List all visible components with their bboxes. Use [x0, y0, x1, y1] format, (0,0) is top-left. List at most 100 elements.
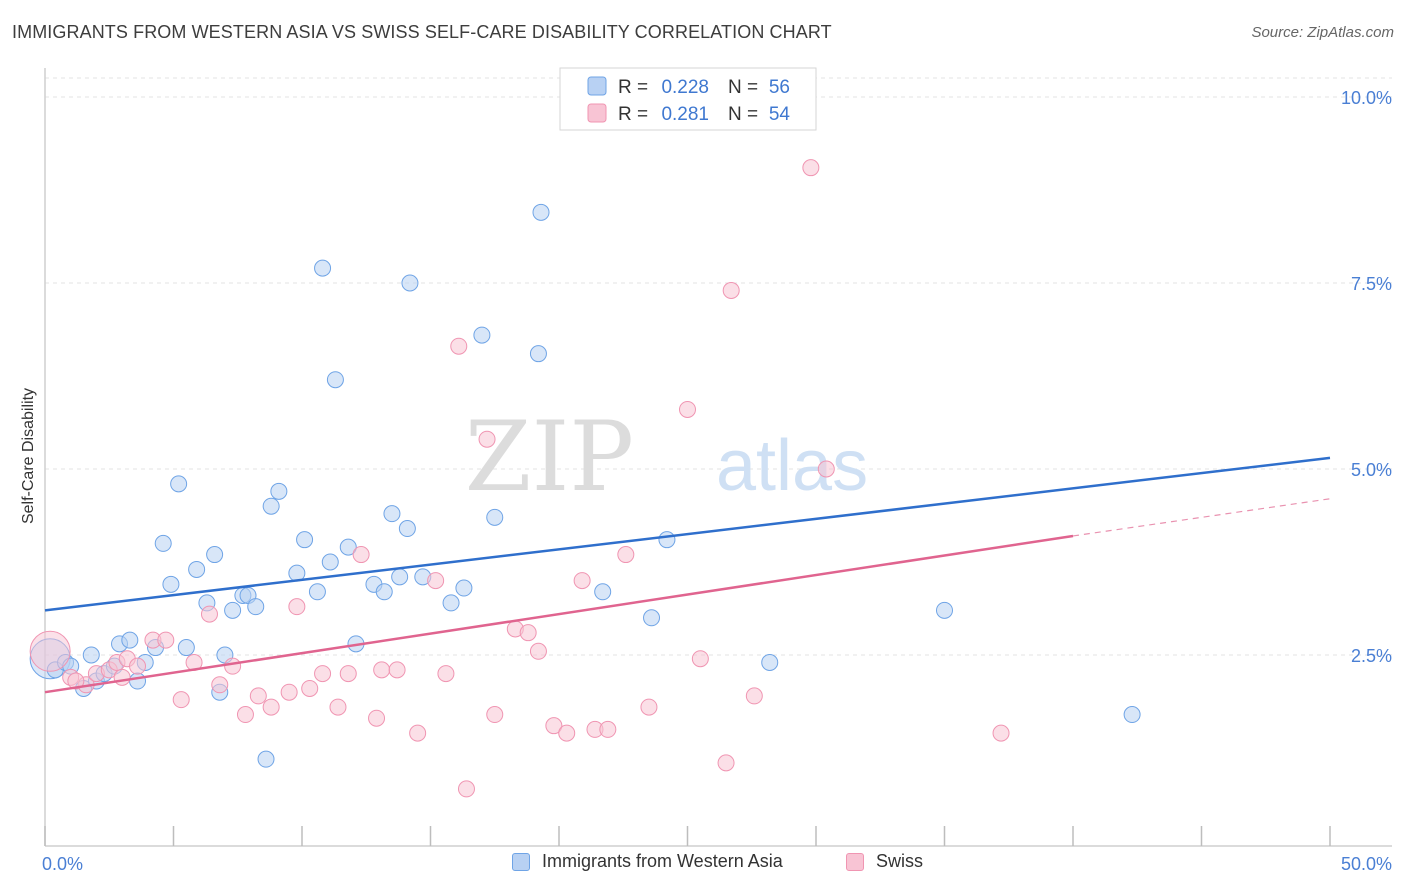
point-western-asia	[270, 482, 288, 500]
point-western-asia	[224, 601, 242, 619]
x-tick-label: 0.0%	[42, 854, 83, 874]
point-western-asia	[401, 274, 419, 292]
bottom-legend: Immigrants from Western Asia Swiss	[0, 851, 1406, 877]
trend-line-western-asia	[44, 456, 1331, 612]
point-swiss	[679, 400, 696, 418]
y-tick-label: 2.5%	[1351, 646, 1392, 666]
stats-n-label-western-asia: N =	[728, 77, 758, 98]
point-western-asia	[936, 601, 953, 619]
watermark: ZIP atlas	[465, 401, 868, 513]
point-western-asia	[247, 598, 265, 616]
point-swiss	[249, 687, 267, 705]
point-western-asia	[188, 560, 206, 578]
point-western-asia	[529, 345, 547, 363]
stats-swatch-swiss	[587, 103, 607, 123]
data-points	[29, 159, 1141, 798]
point-swiss	[427, 572, 445, 590]
point-swiss	[457, 780, 475, 798]
point-swiss	[691, 650, 709, 668]
point-western-asia	[473, 326, 491, 344]
point-swiss	[558, 724, 576, 742]
point-swiss	[817, 460, 835, 478]
x-tick-label: 50.0%	[1341, 854, 1392, 874]
point-swiss	[352, 546, 370, 564]
legend-swatch-swiss	[846, 852, 864, 871]
point-swiss	[745, 687, 763, 705]
stats-swatch-western-asia	[587, 76, 607, 96]
axes	[44, 68, 1392, 847]
point-swiss	[388, 661, 406, 679]
point-western-asia	[170, 475, 188, 493]
point-swiss	[722, 281, 740, 299]
point-western-asia	[442, 594, 460, 612]
point-swiss	[211, 676, 229, 694]
point-swiss	[262, 698, 280, 716]
point-western-asia	[296, 531, 314, 549]
point-western-asia	[339, 538, 357, 556]
legend-item-swiss: Swiss	[846, 851, 923, 872]
point-swiss	[802, 159, 820, 177]
point-swiss	[236, 706, 254, 724]
point-swiss	[437, 665, 455, 683]
point-western-asia	[398, 520, 416, 538]
point-swiss	[529, 642, 547, 660]
point-swiss	[545, 717, 563, 735]
chart-title: IMMIGRANTS FROM WESTERN ASIA VS SWISS SE…	[12, 22, 832, 42]
point-western-asia	[121, 631, 139, 649]
point-western-asia	[486, 508, 504, 526]
legend-item-western-asia: Immigrants from Western Asia	[512, 851, 783, 872]
point-swiss	[301, 679, 319, 697]
watermark-atlas: atlas	[716, 426, 868, 506]
point-western-asia	[162, 575, 180, 593]
trend-line-swiss-extension	[1072, 498, 1331, 537]
point-western-asia	[594, 583, 612, 601]
point-swiss	[992, 724, 1010, 742]
point-western-asia	[643, 609, 661, 627]
point-swiss-cluster	[29, 630, 71, 672]
stats-r-label-western-asia: R =	[618, 77, 648, 98]
point-western-asia	[82, 646, 100, 664]
point-swiss	[67, 672, 85, 690]
point-western-asia	[262, 497, 280, 515]
point-western-asia	[314, 259, 332, 277]
point-western-asia	[1123, 706, 1141, 724]
trend-lines	[44, 456, 1331, 694]
point-swiss	[599, 720, 617, 738]
legend-swatch-western-asia	[512, 852, 530, 871]
stats-r-value-swiss: 0.281	[661, 104, 709, 125]
point-swiss	[573, 572, 591, 590]
point-swiss	[486, 706, 504, 724]
stats-legend: R = 0.228 N = 56 R = 0.281 N = 54	[559, 67, 817, 131]
point-swiss	[339, 665, 357, 683]
point-swiss	[157, 631, 175, 649]
stats-n-value-swiss: 54	[769, 104, 791, 125]
point-swiss	[280, 683, 298, 701]
point-western-asia	[383, 505, 401, 523]
gridlines	[45, 77, 1392, 656]
point-western-asia	[375, 583, 393, 601]
point-swiss	[617, 546, 635, 564]
point-swiss	[717, 754, 735, 772]
trend-line-swiss	[44, 534, 1074, 694]
stats-r-value-western-asia: 0.228	[661, 77, 709, 98]
point-swiss	[640, 698, 658, 716]
point-western-asia	[129, 672, 147, 690]
point-swiss	[519, 624, 537, 642]
point-western-asia	[658, 531, 676, 549]
legend-label-swiss: Swiss	[876, 851, 924, 871]
stats-n-value-western-asia: 56	[769, 77, 790, 98]
point-western-asia	[321, 553, 339, 571]
point-swiss	[224, 657, 242, 675]
point-western-asia	[761, 653, 779, 671]
point-swiss	[409, 724, 427, 742]
point-western-asia	[391, 568, 409, 586]
point-swiss	[314, 665, 332, 683]
point-swiss	[288, 598, 306, 616]
point-western-asia	[326, 371, 344, 389]
point-swiss	[368, 709, 386, 727]
point-swiss	[478, 430, 496, 448]
point-swiss	[450, 337, 468, 355]
y-tick-label: 7.5%	[1351, 274, 1392, 294]
tick-labels: 2.5% 5.0% 7.5% 10.0% 0.0% 50.0%	[42, 88, 1392, 874]
